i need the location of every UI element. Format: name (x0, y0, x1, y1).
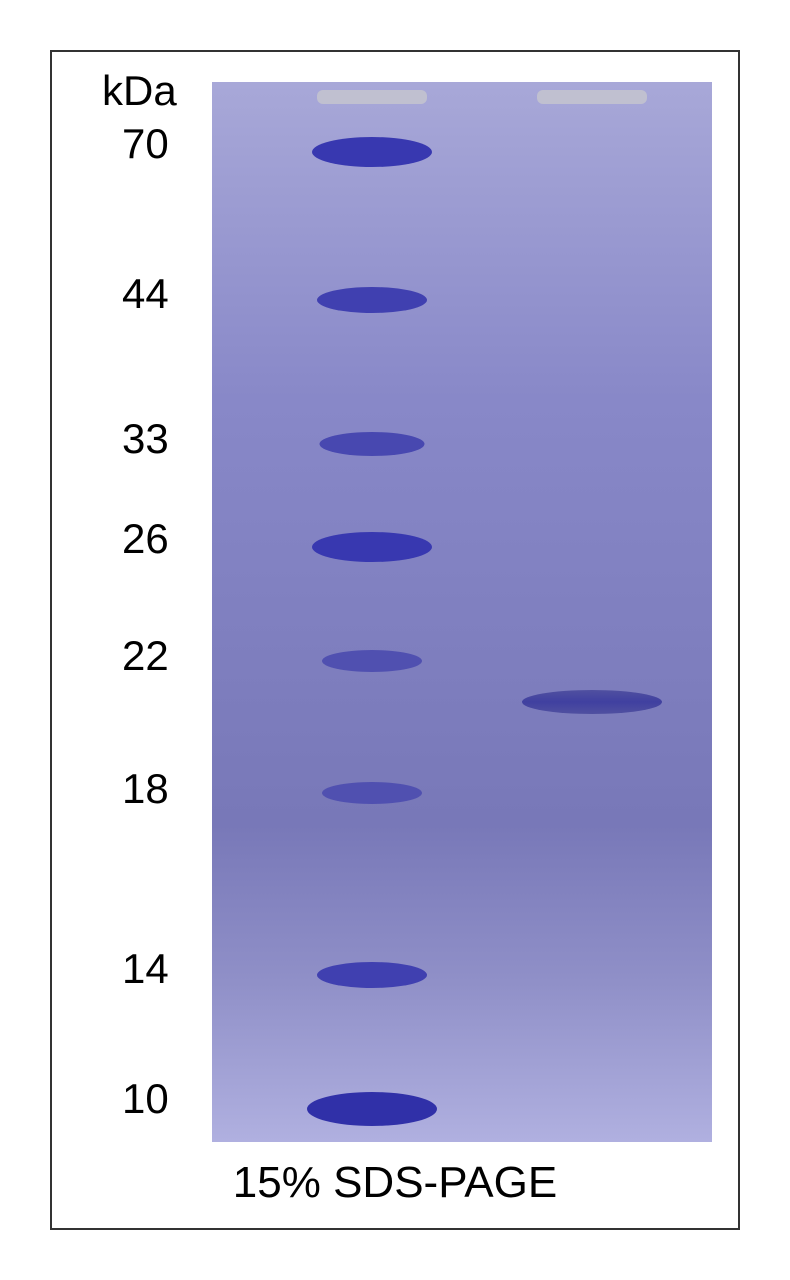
ladder-lane (272, 82, 472, 1142)
mw-label-22: 22 (122, 632, 169, 680)
ladder-band-14 (317, 962, 427, 988)
sample-band-protein (522, 690, 662, 714)
ladder-band-44 (317, 287, 427, 313)
mw-label-26: 26 (122, 515, 169, 563)
gel-container: kDa 70 44 33 26 22 18 14 10 15% SDS-PAGE (50, 50, 740, 1230)
ladder-band-70 (312, 137, 432, 167)
mw-label-44: 44 (122, 270, 169, 318)
ladder-band-18 (322, 782, 422, 804)
mw-label-70: 70 (122, 120, 169, 168)
ladder-band-33 (320, 432, 425, 456)
gel-condition-label: 15% SDS-PAGE (52, 1158, 738, 1208)
gel-image-area (212, 82, 712, 1142)
ladder-band-22 (322, 650, 422, 672)
kda-header-label: kDa (102, 67, 177, 115)
sample-lane (492, 82, 692, 1142)
mw-label-18: 18 (122, 765, 169, 813)
mw-label-14: 14 (122, 945, 169, 993)
ladder-band-10 (307, 1092, 437, 1126)
mw-label-33: 33 (122, 415, 169, 463)
ladder-band-26 (312, 532, 432, 562)
mw-label-10: 10 (122, 1075, 169, 1123)
